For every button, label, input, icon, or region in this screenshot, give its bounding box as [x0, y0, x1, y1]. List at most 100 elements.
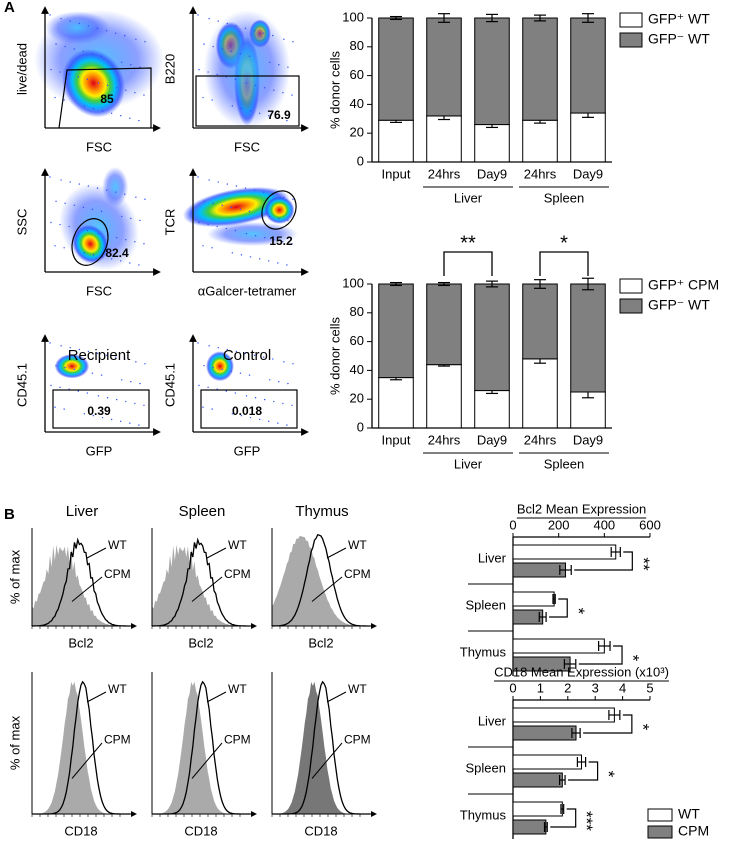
event-dot: [105, 189, 108, 191]
error-bar: [610, 547, 621, 557]
x-tick-label: 200: [548, 517, 570, 532]
event-dot: [234, 392, 237, 394]
event-dot: [240, 414, 243, 417]
error-bar: [390, 281, 402, 287]
histogram-cpm: [272, 681, 370, 814]
x-axis-label: Bcl2: [188, 635, 213, 650]
error-bar: [559, 565, 572, 575]
error-bar: [390, 15, 402, 21]
event-dot: [211, 408, 213, 410]
event-dot: [231, 105, 234, 107]
x-tick-label: 1: [537, 680, 544, 695]
event-dot: [273, 238, 275, 241]
y-tick-label: Thymus: [460, 807, 507, 822]
curve-label: WT: [108, 682, 127, 696]
event-dot: [263, 398, 266, 401]
x-tick-label: 400: [593, 517, 615, 532]
pointer: [326, 691, 347, 703]
flow-plot: [49, 167, 146, 271]
plot-title: Control: [223, 347, 271, 364]
event-dot: [268, 115, 270, 117]
event-dot: [106, 84, 109, 87]
significance-label: *: [599, 771, 618, 778]
legend-swatch: [619, 298, 643, 314]
legend-label: CPM: [678, 823, 709, 839]
event-dot: [110, 258, 113, 260]
error-bar: [543, 822, 548, 832]
event-dot: [83, 413, 86, 415]
error-bar: [538, 612, 547, 622]
event-dot: [282, 91, 284, 94]
event-dot: [249, 416, 252, 419]
event-dot: [64, 366, 66, 369]
event-dot: [254, 234, 257, 237]
y-tick-label: 100: [342, 9, 364, 24]
event-dot: [124, 358, 126, 360]
y-axis-label: SSC: [14, 209, 29, 236]
event-dot: [63, 408, 65, 410]
event-dot: [143, 243, 145, 245]
event-dot: [258, 258, 261, 260]
event-dot: [69, 347, 71, 349]
event-dot: [49, 342, 51, 344]
event-dot: [253, 354, 256, 356]
event-dot: [121, 61, 123, 64]
gate: [261, 190, 297, 230]
significance-bracket: [549, 598, 568, 618]
significance-bracket: [578, 645, 623, 665]
bar-segment: [378, 17, 414, 121]
event-dot: [106, 397, 109, 399]
error-bar: [534, 279, 546, 289]
error-bar: [598, 641, 611, 651]
error-bar: [608, 710, 621, 720]
event-dot: [282, 402, 284, 405]
event-dot: [82, 370, 85, 373]
event-dot: [114, 191, 117, 193]
error-bar: [558, 775, 566, 785]
y-axis-label: live/dead: [14, 43, 29, 95]
event-dot: [283, 196, 285, 198]
event-dot: [211, 247, 213, 249]
x-axis-label: FSC: [86, 283, 112, 298]
flow-plot: [197, 342, 294, 426]
event-dot: [130, 380, 132, 383]
event-dot: [110, 112, 113, 114]
histogram-cpm: [152, 681, 250, 814]
gate-value: 82.4: [105, 246, 129, 260]
y-tick-label: 80: [350, 38, 364, 53]
event-dot: [244, 187, 247, 189]
event-dot: [208, 17, 210, 20]
event-dot: [278, 64, 280, 66]
curve-label: WT: [228, 538, 247, 552]
panel-label: B: [4, 506, 15, 523]
x-axis-label: GFP: [234, 443, 261, 458]
event-dot: [226, 348, 228, 351]
event-dot: [198, 221, 200, 224]
error-bar: [486, 280, 498, 288]
event-dot: [292, 40, 294, 43]
event-dot: [83, 105, 86, 107]
density: [45, 11, 110, 45]
event-dot: [202, 245, 204, 247]
y-tick-label: 20: [350, 391, 364, 406]
event-dot: [115, 236, 118, 239]
event-dot: [291, 243, 293, 245]
event-dot: [277, 117, 279, 119]
event-dot: [286, 119, 288, 122]
significance-label: *: [569, 608, 588, 615]
bar-segment: [570, 283, 606, 393]
x-tick-label: 4: [619, 680, 626, 695]
plot-title: Recipient: [68, 347, 131, 364]
flow-plot: [197, 10, 294, 128]
event-dot: [120, 115, 122, 117]
legend-swatch: [619, 32, 643, 48]
significance-label: *: [633, 724, 652, 731]
panel-label: A: [4, 0, 15, 16]
event-dot: [134, 91, 136, 94]
significance-bracket: [539, 251, 589, 276]
y-axis-label: CD45.1: [162, 363, 177, 407]
event-dot: [211, 99, 213, 101]
group-label: Liver: [454, 456, 483, 471]
bar: [512, 819, 547, 835]
event-dot: [230, 370, 233, 373]
